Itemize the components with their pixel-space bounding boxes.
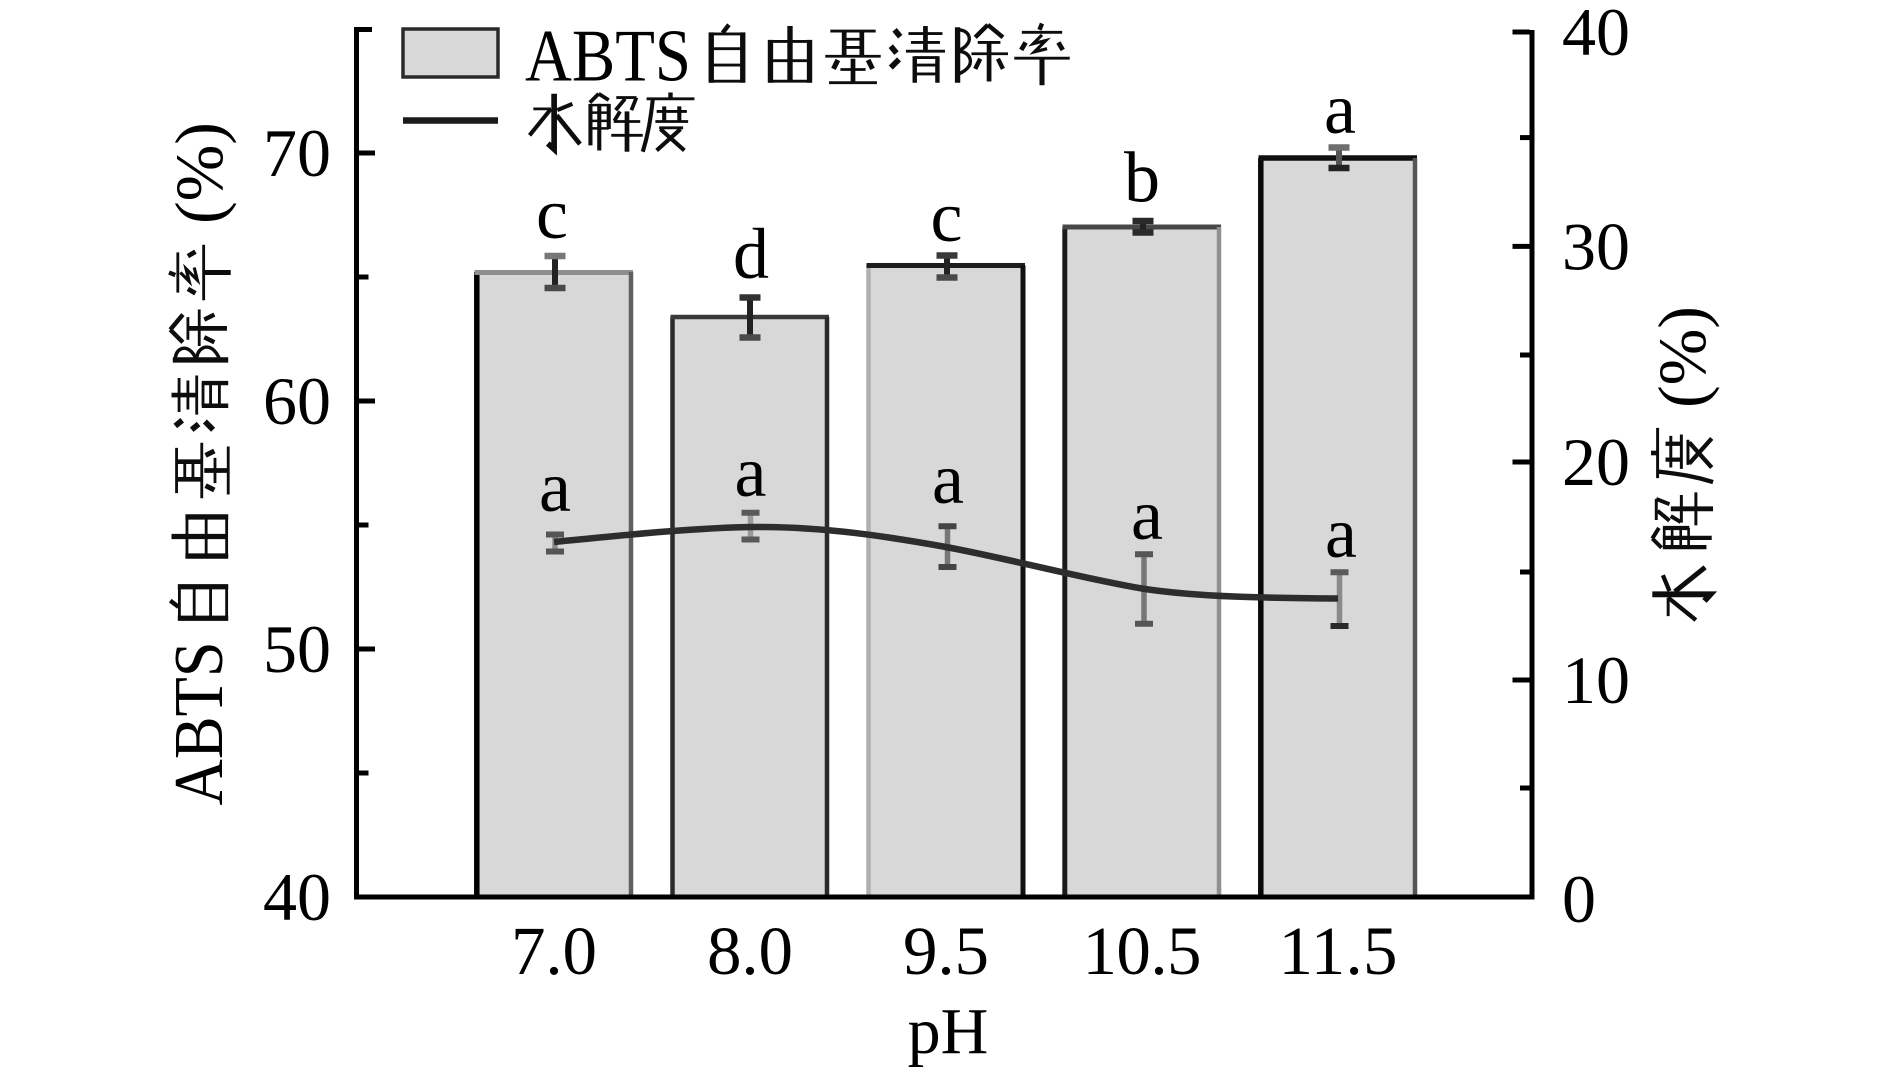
svg-text:a: a	[1131, 475, 1163, 555]
svg-text:a: a	[539, 447, 571, 527]
svg-text:40: 40	[1562, 0, 1630, 70]
svg-text:c: c	[931, 177, 963, 257]
svg-text:60: 60	[263, 363, 331, 439]
svg-text:50: 50	[263, 611, 331, 687]
svg-text:d: d	[733, 214, 769, 294]
svg-text:c: c	[536, 174, 568, 254]
svg-text:a: a	[1324, 69, 1356, 149]
svg-text:10: 10	[1562, 642, 1630, 718]
svg-text:ABTS: ABTS	[525, 16, 691, 98]
svg-text:40: 40	[263, 859, 331, 935]
svg-text:9.5: 9.5	[903, 913, 989, 989]
svg-text:70: 70	[263, 115, 331, 191]
svg-text:a: a	[1325, 493, 1357, 573]
svg-text:a: a	[932, 439, 964, 519]
svg-text:30: 30	[1562, 209, 1630, 285]
svg-text:10.5: 10.5	[1083, 913, 1202, 989]
svg-text:ABTS: ABTS	[161, 642, 238, 806]
svg-text:7.0: 7.0	[511, 913, 597, 989]
svg-text:0: 0	[1562, 861, 1596, 937]
svg-text:b: b	[1124, 138, 1160, 218]
svg-text:20: 20	[1562, 424, 1630, 500]
svg-text:a: a	[735, 432, 767, 512]
svg-text:8.0: 8.0	[707, 913, 793, 989]
svg-text:11.5: 11.5	[1279, 913, 1398, 989]
svg-text:(%): (%)	[1644, 306, 1720, 408]
svg-text:pH: pH	[908, 995, 989, 1068]
svg-text:(%): (%)	[161, 122, 237, 224]
